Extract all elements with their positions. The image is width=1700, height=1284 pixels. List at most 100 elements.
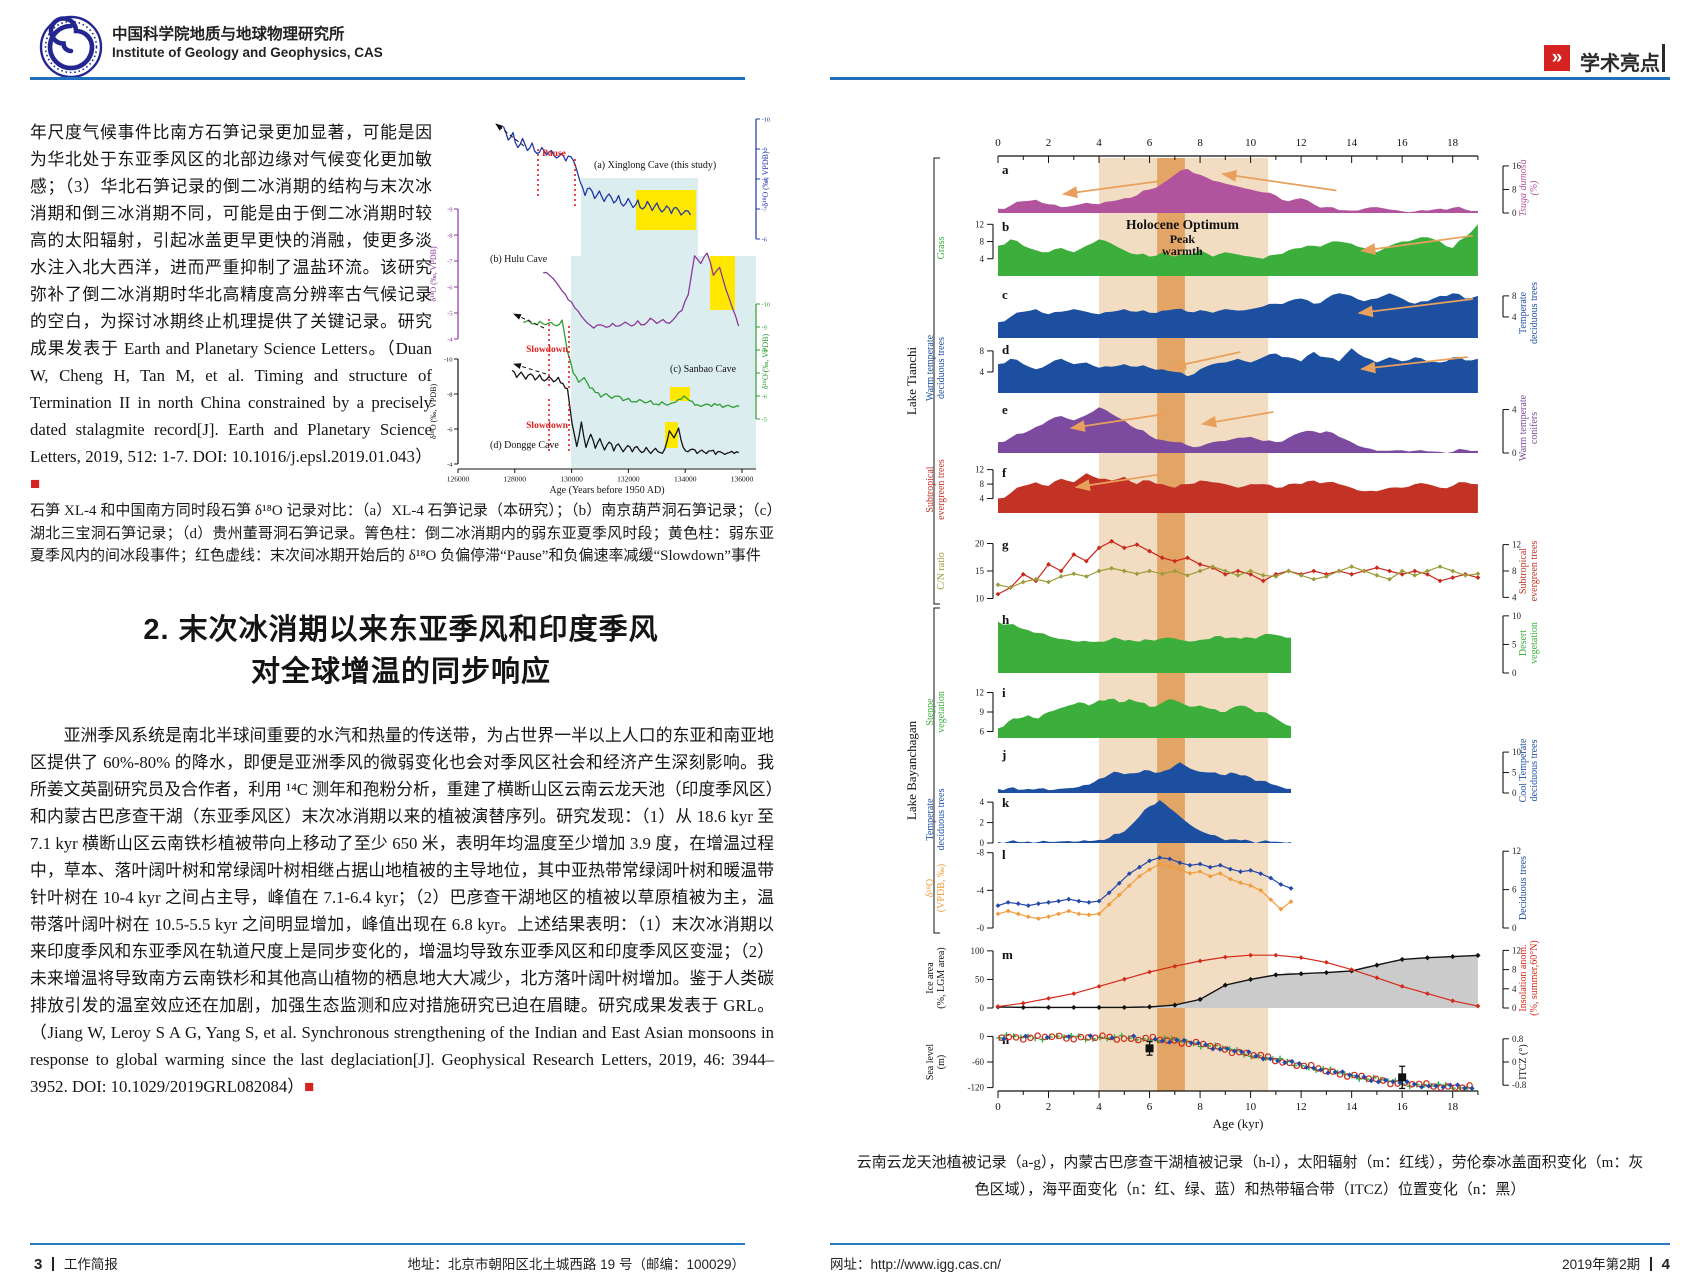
svg-text:(b) Hulu Cave: (b) Hulu Cave bbox=[490, 254, 548, 265]
footer-label: 工作简报 bbox=[63, 1257, 118, 1272]
svg-text:-8: -8 bbox=[762, 347, 767, 354]
svg-text:4: 4 bbox=[1096, 137, 1102, 149]
svg-text:20: 20 bbox=[975, 539, 985, 549]
svg-text:6: 6 bbox=[1512, 885, 1517, 895]
footer-page-number-right: 4 bbox=[1661, 1256, 1670, 1273]
svg-text:12: 12 bbox=[1512, 945, 1521, 955]
svg-text:15: 15 bbox=[975, 566, 985, 576]
panel-h: 0 5 10 Desert vegetation h bbox=[998, 611, 1540, 678]
svg-text:m: m bbox=[1002, 947, 1013, 962]
svg-text:e: e bbox=[1002, 402, 1008, 417]
svg-text:4: 4 bbox=[980, 367, 985, 377]
svg-text:-8: -8 bbox=[762, 176, 767, 183]
article2-text: 亚洲季风系统是南北半球间重要的水汽和热量的传送带，为占世界一半以上人口的东亚和南… bbox=[30, 726, 774, 1096]
fig1-series-a: -10 -9 -8 -7 -6 δ¹⁸O (‰, VPDB) bbox=[502, 116, 771, 243]
svg-text:-4: -4 bbox=[447, 461, 453, 468]
svg-text:132000: 132000 bbox=[617, 475, 640, 484]
svg-text:h: h bbox=[1002, 612, 1010, 627]
svg-text:12: 12 bbox=[975, 465, 984, 475]
lake-group-bayanchagan: Lake Bayanchagan bbox=[904, 607, 940, 934]
svg-text:5: 5 bbox=[1512, 768, 1517, 778]
svg-text:Ice area: Ice area bbox=[925, 962, 936, 994]
svg-text:Sea level: Sea level bbox=[925, 1044, 936, 1081]
footer-issue: 2019年第2期 bbox=[1562, 1257, 1641, 1272]
svg-text:vegetation: vegetation bbox=[1529, 622, 1540, 664]
svg-text:-7: -7 bbox=[762, 370, 768, 377]
svg-text:-8: -8 bbox=[447, 391, 452, 398]
svg-text:6: 6 bbox=[1147, 137, 1153, 149]
footer-left: 3 工作简报 bbox=[34, 1253, 118, 1273]
svg-text:-8: -8 bbox=[977, 848, 985, 858]
svg-text:2: 2 bbox=[1046, 137, 1052, 149]
svg-text:-7: -7 bbox=[762, 206, 768, 213]
section-label: 学术亮点 bbox=[1580, 53, 1660, 75]
svg-text:Subtropical: Subtropical bbox=[1518, 548, 1529, 594]
svg-text:-6: -6 bbox=[447, 284, 453, 291]
svg-text:-5: -5 bbox=[447, 310, 452, 317]
article2-end-mark: ■ bbox=[304, 1077, 315, 1096]
svg-text:deciduous trees: deciduous trees bbox=[936, 337, 947, 399]
svg-text:-5: -5 bbox=[762, 416, 767, 423]
svg-text:130000: 130000 bbox=[560, 475, 583, 484]
svg-text:8: 8 bbox=[1197, 1101, 1203, 1113]
svg-text:δ¹⁸O (‰, VPDB): δ¹⁸O (‰, VPDB) bbox=[429, 384, 438, 440]
svg-text:(%, LGM area): (%, LGM area) bbox=[936, 947, 947, 1008]
svg-text:c: c bbox=[1002, 287, 1008, 302]
org-name-en: Institute of Geology and Geophysics, CAS bbox=[112, 45, 383, 60]
fig2-age-axes: 0 2 4 6 8 10 12 14 16 18 0 2 4 6 8 10 12 14 16 18 Age (kyr) bbox=[995, 137, 1479, 1131]
article1-end-mark: ■ bbox=[30, 474, 41, 493]
fig1-speleothem-chart: 126000 128000 130000 132000 134000 136000 Age … bbox=[429, 116, 771, 496]
footer-url: 网址：http://www.igg.cas.cn/ bbox=[830, 1257, 1002, 1272]
svg-text:deciduous trees: deciduous trees bbox=[1529, 282, 1540, 344]
footer-rule-left bbox=[30, 1243, 745, 1245]
svg-text:Age (Years before 1950 AD): Age (Years before 1950 AD) bbox=[549, 485, 664, 496]
fig1-series-d: -10 -8 -6 -4 δ¹⁸O (‰, VPDB) bbox=[429, 356, 740, 468]
svg-text:(a) Xinglong Cave (this study): (a) Xinglong Cave (this study) bbox=[594, 160, 716, 171]
svg-text:6: 6 bbox=[980, 727, 985, 737]
svg-text:136000: 136000 bbox=[731, 475, 754, 484]
svg-text:50: 50 bbox=[975, 974, 985, 984]
svg-text:4: 4 bbox=[980, 254, 985, 264]
article1-paragraph: 年尺度气候事件比南方石笋记录更加显著，可能是因为华北处于东亚季风区的北部边缘对气… bbox=[30, 119, 432, 497]
svg-text:0: 0 bbox=[995, 1101, 1001, 1113]
svg-text:Deciduous trees: Deciduous trees bbox=[1518, 856, 1529, 920]
svg-text:Pause: Pause bbox=[542, 149, 566, 159]
svg-text:4: 4 bbox=[1512, 405, 1517, 415]
svg-text:deciduous trees: deciduous trees bbox=[1529, 739, 1540, 801]
igg-logo bbox=[39, 15, 103, 79]
svg-text:4: 4 bbox=[1512, 312, 1517, 322]
svg-text:12: 12 bbox=[1296, 137, 1307, 149]
section-badge-icon: » bbox=[1544, 45, 1570, 71]
svg-text:100: 100 bbox=[971, 946, 985, 956]
fig2-caption: 云南云龙天池植被记录（a-g），内蒙古巴彦查干湖植被记录（h-l），太阳辐射（m… bbox=[856, 1155, 1644, 1198]
panel-i: 6 9 12 Steppe vegetation i bbox=[925, 685, 1291, 738]
fig1-background bbox=[571, 178, 756, 468]
svg-text:Insolation anom.: Insolation anom. bbox=[1518, 944, 1529, 1011]
svg-text:g: g bbox=[1002, 537, 1009, 552]
fig1-x-axis: 126000 128000 130000 132000 134000 136000 Age … bbox=[447, 468, 756, 496]
svg-text:Tsuga dumosa: Tsuga dumosa bbox=[1518, 159, 1529, 216]
svg-text:ITCZ (°): ITCZ (°) bbox=[1518, 1044, 1529, 1079]
panel-c: 4 8 Temperate deciduous trees c bbox=[998, 282, 1540, 344]
svg-text:i: i bbox=[1002, 685, 1006, 700]
panel-b: 4 8 12 Grass b bbox=[936, 219, 1478, 276]
svg-text:conifers: conifers bbox=[1529, 412, 1540, 444]
svg-text:12: 12 bbox=[1512, 540, 1521, 550]
fig1-series-c: -10 -9 -8 -7 -6 -5 δ¹⁸O (‰, VPDB) bbox=[523, 301, 770, 423]
svg-text:deciduous trees: deciduous trees bbox=[936, 788, 947, 850]
svg-text:-8: -8 bbox=[447, 232, 452, 239]
svg-text:10: 10 bbox=[975, 594, 985, 604]
header-rule-right bbox=[830, 77, 1670, 80]
svg-text:18: 18 bbox=[1447, 137, 1459, 149]
svg-text:-6: -6 bbox=[762, 393, 768, 400]
svg-text:(c) Sanbao Cave: (c) Sanbao Cave bbox=[670, 364, 737, 375]
svg-text:-0.8: -0.8 bbox=[1512, 1080, 1527, 1090]
svg-text:14: 14 bbox=[1346, 1101, 1358, 1113]
svg-text:-6: -6 bbox=[762, 236, 768, 243]
svg-text:12: 12 bbox=[975, 219, 984, 229]
svg-text:-10: -10 bbox=[762, 116, 771, 123]
svg-text:a: a bbox=[1002, 162, 1009, 177]
svg-text:0: 0 bbox=[1512, 788, 1517, 798]
